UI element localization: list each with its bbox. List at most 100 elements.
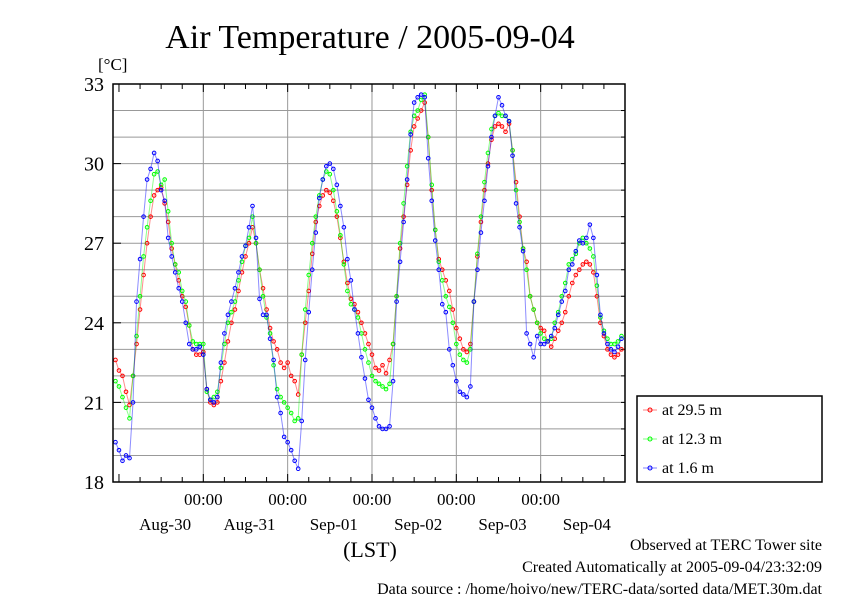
y-tick-label: 30 — [84, 154, 104, 176]
data-point — [415, 108, 420, 113]
data-point — [218, 365, 224, 371]
data-point — [492, 113, 498, 119]
data-point — [359, 320, 364, 326]
data-point — [387, 423, 392, 429]
data-point — [454, 378, 459, 384]
data-point — [338, 203, 343, 209]
data-point — [573, 272, 579, 278]
legend-marker — [647, 436, 653, 442]
data-point — [468, 384, 473, 389]
data-point — [541, 341, 547, 347]
series-2 — [113, 92, 624, 472]
data-point — [457, 389, 463, 395]
data-point — [457, 352, 463, 357]
y-tick-label: 18 — [84, 472, 104, 494]
data-point — [127, 416, 132, 421]
data-point — [155, 158, 160, 164]
data-point — [141, 214, 146, 219]
plot-frame — [112, 83, 626, 483]
data-point — [548, 344, 554, 349]
data-point — [510, 148, 515, 153]
data-point — [475, 267, 480, 273]
data-point — [229, 299, 234, 304]
data-point — [496, 94, 501, 100]
data-point — [457, 336, 463, 342]
data-point — [418, 97, 424, 103]
data-point — [584, 235, 589, 241]
data-point — [380, 362, 385, 368]
data-point — [569, 256, 575, 262]
data-point — [123, 405, 129, 411]
data-point — [229, 309, 234, 315]
data-point — [320, 177, 326, 182]
data-point — [278, 410, 283, 416]
data-point — [566, 267, 572, 273]
data-point — [274, 347, 280, 352]
data-point — [594, 293, 600, 299]
data-point — [236, 278, 241, 283]
data-point — [520, 246, 526, 251]
data-point — [608, 352, 614, 357]
data-point — [545, 339, 550, 344]
data-point — [559, 299, 565, 304]
data-point — [591, 270, 596, 275]
data-point — [439, 278, 445, 283]
data-point — [376, 368, 382, 373]
data-point — [548, 333, 554, 339]
data-point — [190, 339, 196, 344]
data-point — [116, 447, 122, 453]
data-point — [348, 296, 354, 302]
data-point — [538, 331, 543, 336]
data-point — [429, 198, 435, 204]
data-point — [141, 254, 146, 259]
data-point — [148, 214, 153, 219]
data-point — [204, 386, 210, 392]
data-point — [418, 92, 424, 97]
data-point — [559, 320, 565, 326]
data-point — [281, 365, 287, 371]
data-point — [127, 402, 132, 408]
data-point — [359, 354, 364, 360]
data-point — [345, 288, 350, 294]
series-line — [115, 93, 622, 469]
data-point — [475, 251, 480, 257]
data-point — [179, 299, 185, 304]
data-point — [271, 357, 276, 363]
data-point — [201, 352, 206, 357]
data-point — [341, 224, 347, 230]
data-point — [432, 238, 438, 243]
data-point — [324, 163, 329, 169]
data-point — [387, 381, 392, 387]
data-point — [246, 224, 252, 230]
data-point — [306, 309, 312, 315]
data-point — [524, 267, 529, 273]
x-day-label: Sep-03 — [478, 515, 526, 534]
data-point — [527, 293, 533, 299]
data-point — [130, 400, 136, 405]
data-point — [116, 368, 122, 373]
data-point — [478, 219, 484, 225]
data-point — [615, 344, 621, 349]
data-point — [601, 333, 607, 339]
data-point — [176, 286, 182, 291]
data-point — [271, 362, 276, 368]
data-point — [158, 185, 164, 190]
data-point — [288, 447, 294, 453]
data-point — [369, 352, 375, 357]
data-point — [612, 354, 617, 360]
data-point — [531, 307, 536, 312]
x-day-label: Sep-01 — [310, 515, 358, 534]
data-point — [225, 312, 231, 318]
data-point — [489, 126, 494, 132]
y-tick-label: 33 — [84, 74, 104, 96]
data-point — [362, 347, 368, 352]
data-point — [225, 320, 231, 326]
data-point — [450, 320, 456, 326]
data-point — [309, 251, 315, 257]
data-point — [295, 466, 301, 472]
series-line — [115, 93, 622, 422]
data-point — [598, 320, 603, 326]
data-point — [397, 240, 403, 246]
data-point — [165, 219, 171, 225]
data-point — [292, 378, 297, 384]
